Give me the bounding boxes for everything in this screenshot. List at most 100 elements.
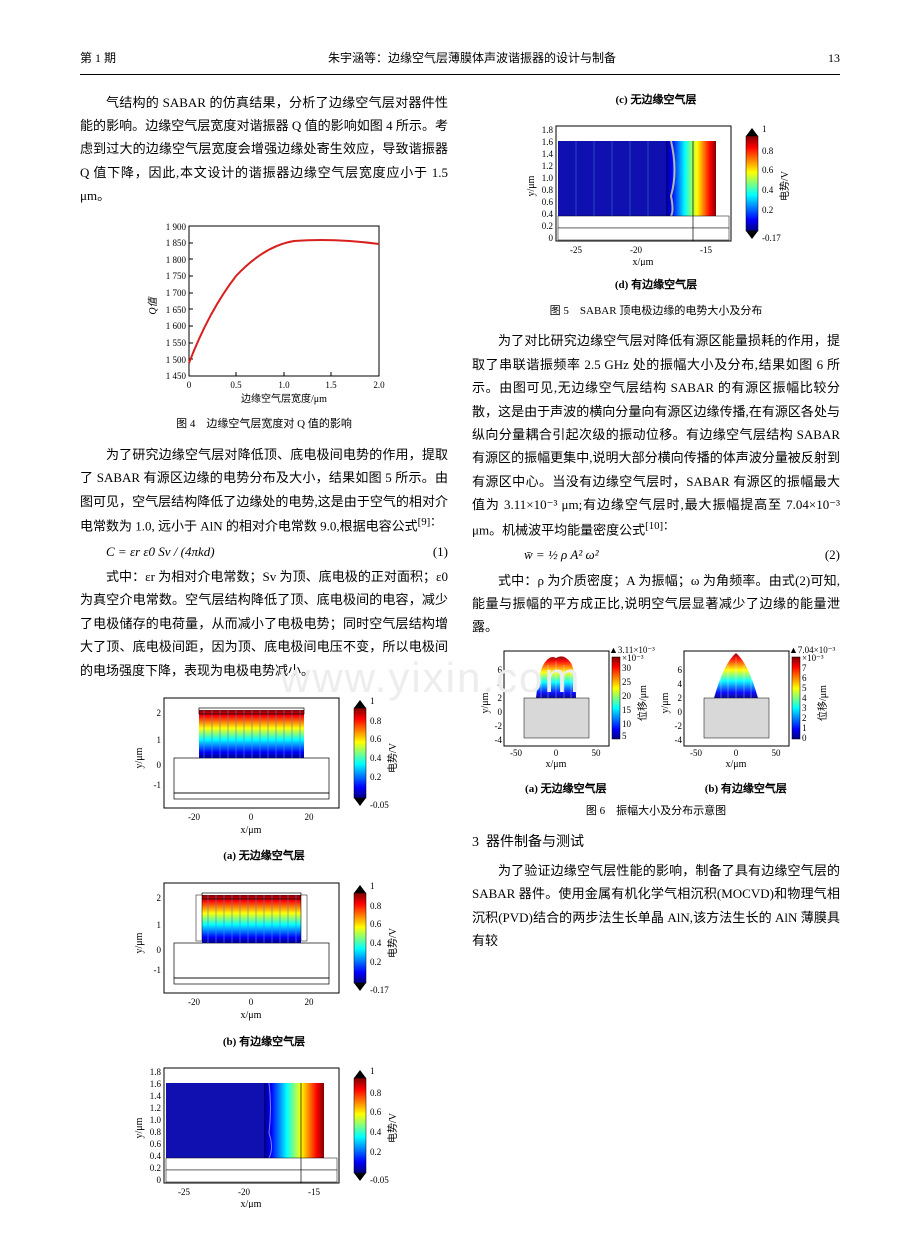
svg-text:-4: -4 [495,735,503,745]
figure-6: -4-20 246 -50050 y/μm x/μm ▲3.11×10⁻³ ×1… [476,643,836,800]
svg-text:1.2: 1.2 [150,1103,161,1113]
svg-text:0: 0 [549,233,554,243]
paragraph: 式中：εr 为相对介电常数；Sv 为顶、底电极的正对面积；ε0 为真空介电常数。… [80,565,448,682]
svg-text:0.6: 0.6 [370,919,382,929]
svg-text:x/μm: x/μm [241,1010,262,1021]
svg-text:-50: -50 [690,748,702,758]
svg-text:0.6: 0.6 [370,734,382,744]
svg-text:0.6: 0.6 [762,165,774,175]
svg-text:2.0: 2.0 [373,380,385,390]
svg-text:-20: -20 [188,997,200,1007]
svg-text:1: 1 [157,920,162,930]
svg-text:0: 0 [157,945,162,955]
svg-text:-4: -4 [675,735,683,745]
svg-text:x/μm: x/μm [241,825,262,836]
figure-6a-sub: (a) 无边缘空气层 [525,780,607,800]
svg-text:y/μm: y/μm [660,692,671,713]
svg-text:-15: -15 [700,245,712,255]
svg-text:x/μm: x/μm [241,1199,262,1208]
svg-text:-20: -20 [188,812,200,822]
svg-text:1 650: 1 650 [166,305,187,315]
svg-text:0: 0 [498,707,503,717]
figure-5b: -10 12 -20020 y/μm x/μm 10.8 0.60.4 0.2-… [124,873,404,1030]
svg-text:0: 0 [554,748,559,758]
svg-text:7: 7 [802,663,807,673]
svg-text:1 600: 1 600 [166,321,187,331]
equation-1: C = εr ε0 Sv / (4πkd) (1) [80,540,448,563]
svg-text:电势/V: 电势/V [386,927,399,958]
svg-text:0: 0 [157,760,162,770]
svg-text:y/μm: y/μm [480,692,491,713]
svg-text:×10⁻³: ×10⁻³ [802,653,824,663]
svg-text:x/μm: x/μm [726,759,747,770]
svg-text:1: 1 [370,1066,375,1076]
svg-text:2: 2 [157,893,162,903]
svg-text:-0.17: -0.17 [762,233,781,243]
svg-text:1: 1 [802,723,807,733]
svg-text:0: 0 [802,733,807,743]
paragraph: 气结构的 SABAR 的仿真结果，分析了边缘空气层对器件性能的影响。边缘空气层宽… [80,91,448,208]
svg-text:-1: -1 [154,965,162,975]
svg-text:电势/V: 电势/V [386,1113,399,1144]
svg-text:边缘空气层宽度/μm: 边缘空气层宽度/μm [241,392,327,405]
svg-text:0.4: 0.4 [370,938,382,948]
svg-text:20: 20 [622,691,632,701]
svg-text:0.2: 0.2 [370,772,381,782]
svg-text:0.2: 0.2 [542,221,553,231]
svg-text:0.4: 0.4 [762,185,774,195]
svg-text:0.2: 0.2 [370,1147,381,1157]
svg-text:0.8: 0.8 [150,1127,162,1137]
svg-text:0.8: 0.8 [370,901,382,911]
svg-text:1.8: 1.8 [150,1067,162,1077]
section-3-title: 3 器件制备与测试 [472,830,840,855]
svg-text:0.8: 0.8 [542,185,554,195]
svg-text:1: 1 [370,696,375,706]
equation-2: w̄ = ½ ρ A² ω² (2) [472,543,840,566]
svg-text:位移/μm: 位移/μm [816,685,829,721]
paragraph: 为了验证边缘空气层性能的影响，制备了具有边缘空气层的 SABAR 器件。使用金属… [472,859,840,953]
svg-text:0: 0 [187,380,192,390]
svg-text:2: 2 [802,713,807,723]
figure-5d: 00.20.4 0.60.81.0 1.21.41.6 1.8 -25-20-1… [516,116,796,273]
svg-text:-25: -25 [178,1187,190,1197]
svg-text:1.0: 1.0 [150,1115,162,1125]
svg-text:1.2: 1.2 [542,161,553,171]
figure-5d-sub: (d) 有边缘空气层 [472,276,840,296]
svg-text:50: 50 [772,748,782,758]
svg-text:0.5: 0.5 [230,380,242,390]
svg-text:0: 0 [249,997,254,1007]
svg-text:电势/V: 电势/V [386,742,399,773]
paragraph: 为了对比研究边缘空气层对降低有源区能量损耗的作用，提取了串联谐振频率 2.5 G… [472,329,840,541]
svg-text:1 800: 1 800 [166,255,187,265]
svg-text:-0.05: -0.05 [370,800,389,810]
svg-text:-20: -20 [630,245,642,255]
figure-6-caption: 图 6 振幅大小及分布示意图 [472,802,840,822]
svg-text:0.8: 0.8 [762,146,774,156]
svg-text:-1: -1 [154,780,162,790]
svg-text:30: 30 [622,663,632,673]
svg-text:1.6: 1.6 [150,1079,162,1089]
svg-text:-50: -50 [510,748,522,758]
figure-5a: -10 12 -20020 y/μm x/μm 10.8 0.60.4 0.2-… [124,688,404,845]
svg-text:0.2: 0.2 [370,957,381,967]
svg-text:4: 4 [678,679,683,689]
svg-text:1 750: 1 750 [166,271,187,281]
svg-text:0.4: 0.4 [370,753,382,763]
svg-text:50: 50 [592,748,602,758]
svg-text:-25: -25 [570,245,582,255]
svg-text:2: 2 [498,693,503,703]
svg-text:6: 6 [678,665,683,675]
svg-text:-0.05: -0.05 [370,1175,389,1185]
svg-text:-15: -15 [308,1187,320,1197]
svg-text:0.6: 0.6 [370,1107,382,1117]
svg-text:0.2: 0.2 [762,205,773,215]
svg-text:2: 2 [678,693,683,703]
svg-text:y/μm: y/μm [526,176,537,197]
svg-text:-2: -2 [495,721,503,731]
svg-text:6: 6 [498,665,503,675]
svg-text:3: 3 [802,703,807,713]
header-right: 13 [828,48,840,70]
svg-text:1.5: 1.5 [325,380,337,390]
svg-text:-2: -2 [675,721,683,731]
svg-text:x/μm: x/μm [633,257,654,266]
